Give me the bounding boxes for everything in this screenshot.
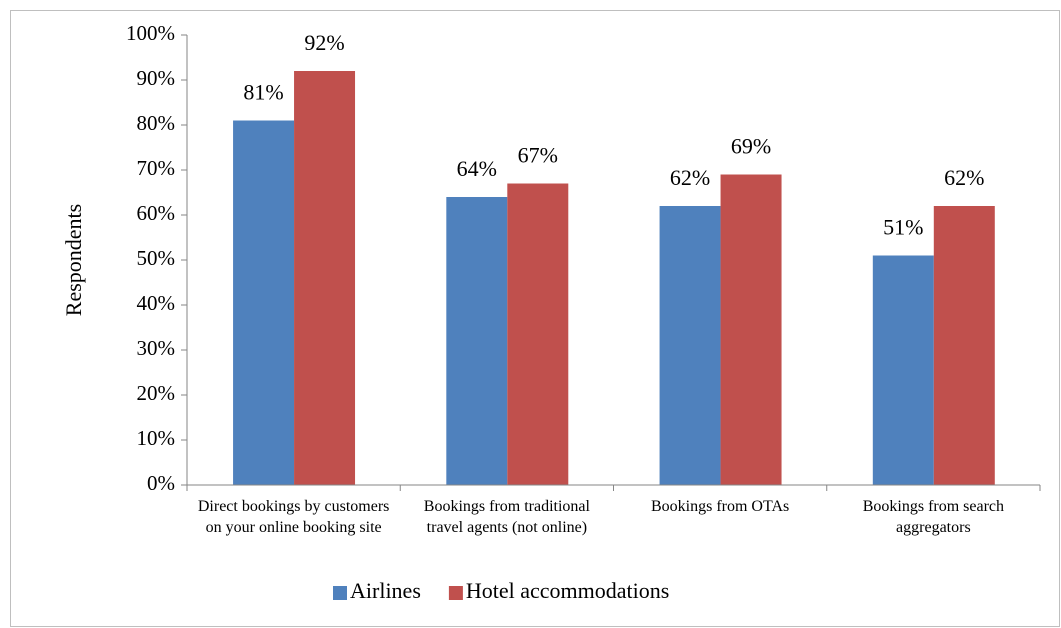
bar xyxy=(446,197,508,485)
bar xyxy=(933,206,995,485)
data-label: 81% xyxy=(243,80,283,105)
data-label: 69% xyxy=(731,134,771,159)
legend-swatch xyxy=(333,586,347,600)
chart-border xyxy=(10,10,1060,627)
bar xyxy=(507,183,569,485)
data-label: 67% xyxy=(518,143,558,168)
bar xyxy=(872,255,934,485)
y-tick-label: 10% xyxy=(137,426,176,450)
y-tick-label: 0% xyxy=(147,471,175,495)
legend-label: Airlines xyxy=(350,578,421,603)
x-tick-label: Bookings from search aggregators xyxy=(862,498,1005,536)
y-tick-label: 50% xyxy=(137,246,176,270)
legend-swatch xyxy=(448,586,463,600)
y-tick-label: 40% xyxy=(137,291,176,315)
bar xyxy=(659,206,721,485)
legend-label: Hotel accommodations xyxy=(466,578,669,603)
y-tick-label: 80% xyxy=(137,111,176,135)
bar xyxy=(294,71,356,485)
y-tick-label: 60% xyxy=(137,201,176,225)
data-label: 92% xyxy=(304,30,344,55)
y-axis-title: Respondents xyxy=(61,204,86,316)
data-label: 62% xyxy=(670,165,710,190)
y-tick-label: 100% xyxy=(126,21,175,45)
y-tick-label: 90% xyxy=(137,66,176,90)
y-tick-label: 70% xyxy=(137,156,176,180)
data-label: 62% xyxy=(944,165,984,190)
data-label: 51% xyxy=(883,215,923,240)
bar xyxy=(720,174,782,485)
y-tick-label: 20% xyxy=(137,381,176,405)
data-label: 64% xyxy=(457,156,497,181)
x-tick-label: Bookings from OTAs xyxy=(650,498,790,515)
bar xyxy=(233,120,295,485)
y-tick-label: 30% xyxy=(137,336,176,360)
x-tick-label: Bookings from traditional travel agents … xyxy=(423,498,590,536)
x-tick-label: Direct bookings by customers on your onl… xyxy=(197,498,390,536)
